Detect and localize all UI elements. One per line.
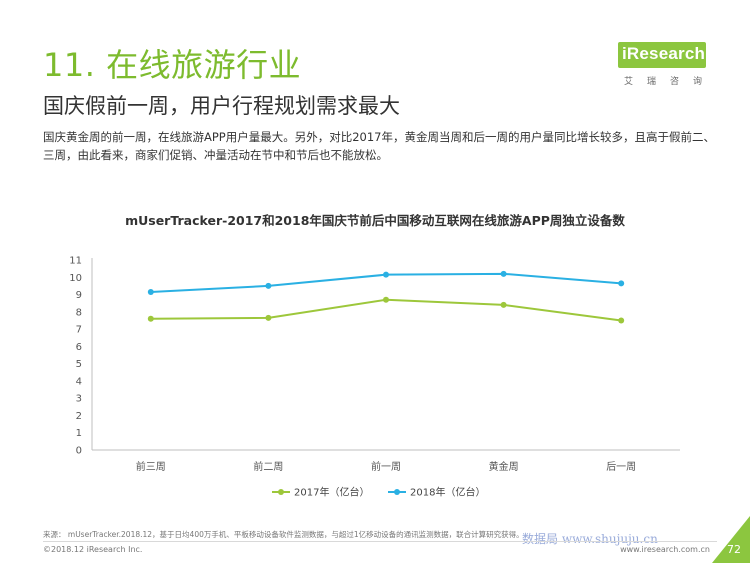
x-tick-label: 前一周 <box>371 460 401 473</box>
data-point <box>500 270 507 277</box>
chart-title: mUserTracker-2017和2018年国庆节前后中国移动互联网在线旅游A… <box>125 213 625 228</box>
legend-label: 2017年（亿台） <box>294 486 369 499</box>
logo-subtext: 艾瑞咨询 <box>624 77 717 87</box>
section-title: 11. 在线旅游行业 <box>43 46 302 84</box>
source-note: 来源： mUserTracker.2018.12，基于日均400万手机、平板移动… <box>43 530 524 539</box>
page-number: 72 <box>727 543 741 556</box>
page-corner-decoration <box>712 516 750 563</box>
data-point <box>618 280 625 287</box>
data-point <box>383 271 389 278</box>
data-point <box>265 314 272 321</box>
body-paragraph: 国庆黄金周的前一周，在线旅游APP用户量最大。另外，对比2017年，黄金周当周和… <box>43 130 715 162</box>
legend-marker <box>278 489 284 495</box>
y-tick-label: 9 <box>76 290 82 301</box>
iresearch-logo: iResearch 艾瑞咨询 <box>618 36 718 87</box>
footer-divider <box>43 541 717 542</box>
data-point <box>500 301 507 308</box>
data-point <box>147 288 154 295</box>
y-tick-label: 5 <box>76 359 82 370</box>
page-subtitle: 国庆假前一周，用户行程规划需求最大 <box>43 94 400 118</box>
y-tick-label: 1 <box>76 428 82 439</box>
logo-badge <box>618 42 706 68</box>
x-tick-label: 前三周 <box>136 460 166 473</box>
y-tick-label: 7 <box>76 325 82 336</box>
y-tick-label: 6 <box>76 342 82 353</box>
y-tick-label: 10 <box>69 273 82 284</box>
y-tick-label: 8 <box>76 307 82 318</box>
x-tick-label: 后一周 <box>606 461 636 473</box>
x-tick-label: 前二周 <box>253 460 283 473</box>
y-tick-label: 0 <box>76 446 82 457</box>
legend-marker <box>394 489 400 495</box>
y-tick-label: 11 <box>69 256 82 267</box>
y-tick-label: 4 <box>76 376 82 387</box>
copyright: ©2018.12 iResearch Inc. <box>43 545 143 554</box>
x-tick-label: 黄金周 <box>489 460 519 473</box>
data-point <box>383 296 389 303</box>
watermark: 数据局 www.shujuju.cn <box>522 532 658 546</box>
series-line <box>150 298 622 322</box>
logo-text: iResearch <box>622 44 706 63</box>
data-point <box>147 315 154 322</box>
data-point <box>618 317 625 324</box>
y-tick-label: 2 <box>76 411 82 422</box>
y-tick-label: 3 <box>76 394 82 405</box>
legend-label: 2018年（亿台） <box>410 486 485 499</box>
website-link[interactable]: www.iresearch.com.cn <box>620 545 710 554</box>
data-point <box>265 282 272 289</box>
